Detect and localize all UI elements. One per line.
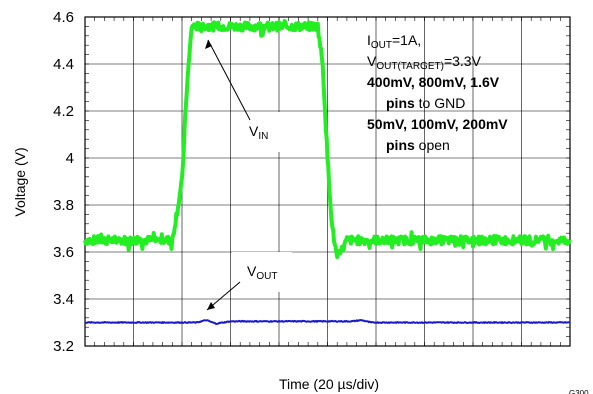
condition-pins-open: pins open — [386, 137, 450, 153]
condition-iout: IOUT=1A, — [367, 32, 421, 51]
y-tick-label: 3.6 — [53, 244, 74, 261]
y-tick-label: 4 — [66, 150, 74, 167]
y-tick-label: 4.4 — [53, 56, 74, 73]
vin-callout: VIN — [205, 39, 282, 152]
condition-pins-gnd-values: 400mV, 800mV, 1.6V — [367, 74, 500, 90]
vin-arrow — [207, 39, 251, 121]
y-tick-labels: 3.2 3.4 3.6 3.8 4 4.2 4.4 4.6 — [53, 9, 74, 355]
plot-frame — [84, 16, 571, 347]
condition-pins-gnd: pins to GND — [386, 95, 465, 111]
y-tick-label: 3.4 — [53, 291, 74, 308]
vout-arrowhead — [207, 302, 215, 310]
y-tick-label: 3.2 — [53, 338, 74, 355]
vout-label: VOUT — [247, 263, 277, 282]
figure-id: G300 — [569, 389, 589, 394]
series-layer — [83, 18, 572, 325]
conditions-annotation: IOUT=1A, VOUT(TARGET)=3.3V 400mV, 800mV,… — [367, 32, 508, 153]
vout-label-box — [232, 252, 292, 292]
vout-trace — [84, 319, 571, 325]
vin-arrowhead — [205, 40, 212, 49]
vin-label: VIN — [249, 123, 268, 142]
vin-trace — [83, 18, 572, 260]
y-tick-label: 3.8 — [53, 197, 74, 214]
y-tick-label: 4.6 — [53, 9, 74, 26]
condition-pins-open-values: 50mV, 100mV, 200mV — [367, 116, 508, 132]
vin-label-box — [232, 112, 282, 152]
condition-vout-target: VOUT(TARGET)=3.3V — [367, 53, 482, 72]
y-axis-label: Voltage (V) — [12, 147, 28, 216]
y-tick-label: 4.2 — [53, 103, 74, 120]
x-axis-label: Time (20 µs/div) — [279, 376, 379, 392]
vout-callout: VOUT — [206, 252, 292, 311]
